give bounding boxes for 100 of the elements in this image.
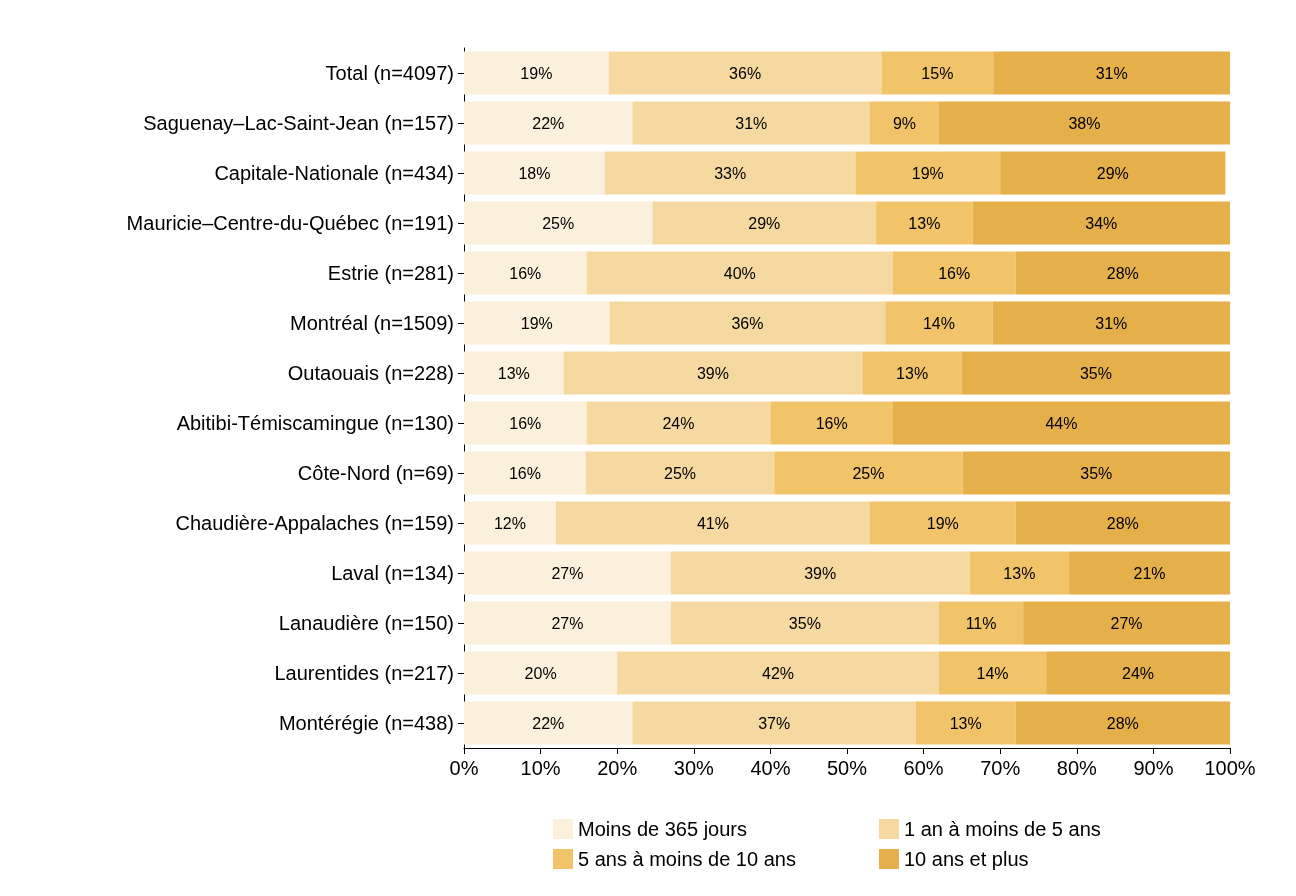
x-tick-label: 0% xyxy=(449,757,479,779)
bar xyxy=(585,451,775,495)
data-label: 25% xyxy=(664,464,697,482)
data-label: 38% xyxy=(1068,114,1101,132)
y-tick-label: Estrie (n=281) xyxy=(327,262,454,284)
data-label: 13% xyxy=(497,364,530,382)
data-label: 13% xyxy=(908,214,941,232)
bar xyxy=(881,51,994,95)
data-label: 42% xyxy=(762,664,795,682)
bar xyxy=(993,51,1230,95)
data-label: 27% xyxy=(551,614,584,632)
bar xyxy=(670,601,939,645)
data-label: 9% xyxy=(892,114,917,132)
legend-label: 1 an à moins de 5 ans xyxy=(904,818,1101,840)
bar xyxy=(992,301,1230,345)
x-tick-label: 90% xyxy=(1133,757,1174,779)
bar xyxy=(632,701,916,745)
data-label: 27% xyxy=(1110,614,1143,632)
bar xyxy=(774,451,963,495)
legend-label: 5 ans à moins de 10 ans xyxy=(578,848,796,870)
data-label: 13% xyxy=(896,364,929,382)
bar xyxy=(1046,651,1230,695)
x-tick-label: 100% xyxy=(1204,757,1256,779)
data-label: 35% xyxy=(1080,464,1113,482)
bar xyxy=(961,351,1230,395)
data-label: 29% xyxy=(748,214,781,232)
y-tick-label: Mauricie–Centre-du-Québec (n=191) xyxy=(126,212,454,234)
data-label: 13% xyxy=(1003,564,1036,582)
bar xyxy=(972,201,1230,245)
bar xyxy=(464,651,618,695)
data-label: 14% xyxy=(922,314,955,332)
data-label: 16% xyxy=(938,264,971,282)
y-tick-label: Lanaudière (n=150) xyxy=(278,612,454,634)
bar xyxy=(464,301,610,345)
bar xyxy=(862,351,962,395)
data-label: 35% xyxy=(788,614,821,632)
bar xyxy=(1015,701,1230,745)
bar xyxy=(915,701,1016,745)
data-label: 19% xyxy=(520,64,553,82)
x-tick-label: 50% xyxy=(826,757,868,779)
bar xyxy=(938,101,1230,145)
data-label: 29% xyxy=(1096,164,1129,182)
data-label: 16% xyxy=(508,464,541,482)
y-tick-label: Total (n=4097) xyxy=(325,62,454,84)
x-tick-label: 70% xyxy=(980,757,1021,779)
data-label: 44% xyxy=(1045,414,1078,432)
data-label: 21% xyxy=(1133,564,1166,582)
y-tick-label: Abitibi-Témiscamingue (n=130) xyxy=(176,412,454,434)
data-label: 41% xyxy=(696,514,729,532)
data-label: 39% xyxy=(804,564,837,582)
y-tick-label: Laval (n=134) xyxy=(331,562,454,584)
data-label: 36% xyxy=(729,64,762,82)
data-label: 36% xyxy=(731,314,764,332)
y-tick-label: Côte-Nord (n=69) xyxy=(297,462,454,484)
y-tick-label: Montréal (n=1509) xyxy=(290,312,454,334)
bar xyxy=(464,351,564,395)
data-label: 39% xyxy=(696,364,729,382)
data-label: 27% xyxy=(551,564,584,582)
data-label: 34% xyxy=(1085,214,1118,232)
data-label: 25% xyxy=(542,214,575,232)
x-tick-label: 60% xyxy=(903,757,944,779)
bar xyxy=(962,451,1230,495)
bar xyxy=(632,101,870,145)
data-label: 13% xyxy=(949,714,982,732)
y-tick-label: Laurentides (n=217) xyxy=(274,662,454,684)
bar xyxy=(608,51,882,95)
bar xyxy=(855,151,1001,195)
data-label: 12% xyxy=(493,514,526,532)
data-label: 16% xyxy=(509,264,542,282)
bar xyxy=(1015,251,1230,295)
bar xyxy=(1069,551,1230,595)
bar xyxy=(652,201,877,245)
bar xyxy=(464,451,586,495)
bar xyxy=(464,401,587,445)
data-label: 16% xyxy=(509,414,542,432)
bar xyxy=(885,301,993,345)
data-label: 24% xyxy=(1122,664,1155,682)
data-label: 19% xyxy=(911,164,944,182)
legend-label: 10 ans et plus xyxy=(904,848,1029,870)
bar xyxy=(563,351,863,395)
bar xyxy=(464,251,587,295)
data-label: 31% xyxy=(1095,314,1128,332)
data-label: 16% xyxy=(815,414,848,432)
bar xyxy=(464,551,671,595)
y-tick-label: Chaudière-Appalaches (n=159) xyxy=(175,512,454,534)
data-label: 25% xyxy=(852,464,885,482)
bar xyxy=(938,651,1047,695)
data-label: 22% xyxy=(532,114,565,132)
bar xyxy=(555,501,870,545)
x-tick-label: 30% xyxy=(673,757,715,779)
data-label: 18% xyxy=(518,164,551,182)
data-label: 28% xyxy=(1106,514,1139,532)
bar xyxy=(770,401,893,445)
bar xyxy=(1015,501,1230,545)
bar xyxy=(464,701,633,745)
x-tick-label: 10% xyxy=(520,757,561,779)
bar xyxy=(604,151,856,195)
y-tick-label: Saguenay–Lac-Saint-Jean (n=157) xyxy=(143,112,454,134)
bar xyxy=(969,551,1070,595)
bar xyxy=(670,551,970,595)
